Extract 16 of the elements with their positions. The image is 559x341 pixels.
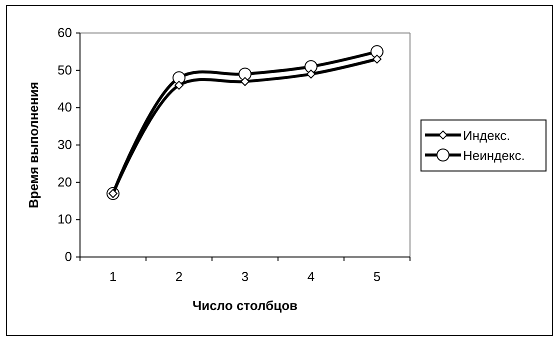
x-tick-label: 1 <box>109 269 117 284</box>
y-tick-label: 50 <box>58 62 72 78</box>
y-axis-title: Время выполнения <box>26 82 41 208</box>
x-tick-label: 4 <box>307 269 315 284</box>
x-axis-title: Число столбцов <box>192 298 298 313</box>
x-tick-label: 2 <box>175 269 183 284</box>
y-tick-label: 0 <box>64 249 72 264</box>
y-tick-label: 30 <box>58 137 72 152</box>
legend-label: Неиндекс. <box>463 148 525 163</box>
x-tick-label: 5 <box>373 269 381 284</box>
x-tick-label: 3 <box>241 269 249 284</box>
y-tick-label: 40 <box>58 100 72 115</box>
legend-label: Индекс. <box>463 128 510 143</box>
y-tick-label: 10 <box>58 212 72 227</box>
y-tick-label: 20 <box>58 174 72 190</box>
y-tick-label: 60 <box>58 25 72 40</box>
